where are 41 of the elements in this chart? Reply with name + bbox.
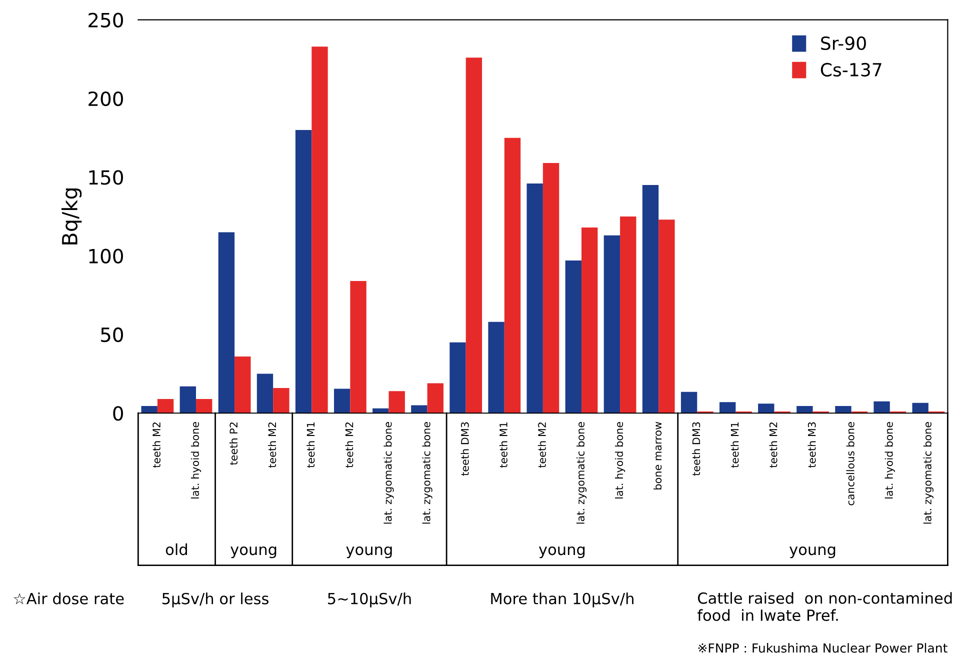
x-tick-label: teeth M3 [808, 422, 816, 468]
y-axis-title: Bq/kg [61, 188, 82, 244]
y-tick-label: 150 [89, 170, 123, 185]
x-tick-label: lat. hyoid bone [884, 422, 895, 498]
x-tick-label: teeth DM3 [692, 422, 700, 476]
text: 5~10μSv/h [328, 592, 411, 608]
y-tick-label: 250 [88, 12, 123, 28]
text: 5μSv/h or less [162, 592, 268, 608]
x-tick-label: lat. zygomatic bone [384, 422, 394, 524]
x-tick-label: teeth M2 [152, 422, 160, 468]
x-tick-label: lat. zygomatic bone [923, 422, 934, 524]
text: young [346, 546, 392, 558]
legend-label: Sr-90 [821, 36, 866, 50]
text: old [166, 543, 187, 556]
text: young [538, 546, 585, 558]
x-tick-label: teeth M1 [306, 422, 315, 468]
x-tick-label: lat. zygomatic bone [422, 422, 432, 524]
text: Cattle raised on non-contamined food in Iwate Pref. [697, 592, 952, 622]
text: young [790, 546, 836, 558]
text: young [230, 546, 276, 558]
text: More than 10μSv/h [491, 592, 634, 608]
x-tick-label: cancellous bone [846, 422, 854, 506]
x-tick-label: bone marrow [654, 422, 662, 490]
x-tick-label: teeth DM3 [460, 422, 469, 476]
x-tick-label: teeth P2 [230, 422, 238, 465]
x-tick-label: lat. hyoid bone [190, 422, 202, 498]
x-tick-label: teeth M2 [268, 422, 276, 468]
text: ☆Air dose rate [14, 592, 124, 604]
y-tick-label: 0 [113, 406, 123, 421]
x-tick-label: lat. zygomatic bone [576, 422, 587, 524]
y-tick-label: 50 [101, 327, 123, 342]
y-tick-label: 100 [89, 248, 123, 264]
legend-label: Cs-137 [820, 62, 882, 77]
x-tick-label: teeth M2 [769, 422, 778, 468]
x-tick-label: teeth M2 [538, 422, 546, 468]
x-tick-label: lat. hyoid bone [614, 422, 626, 498]
x-tick-label: teeth M2 [345, 422, 354, 468]
x-tick-label: teeth M1 [730, 422, 739, 468]
text: ※FNPP : Fukushima Nuclear Power Plant [698, 643, 948, 653]
y-tick-label: 200 [88, 91, 123, 106]
x-tick-label: teeth M1 [499, 422, 508, 468]
